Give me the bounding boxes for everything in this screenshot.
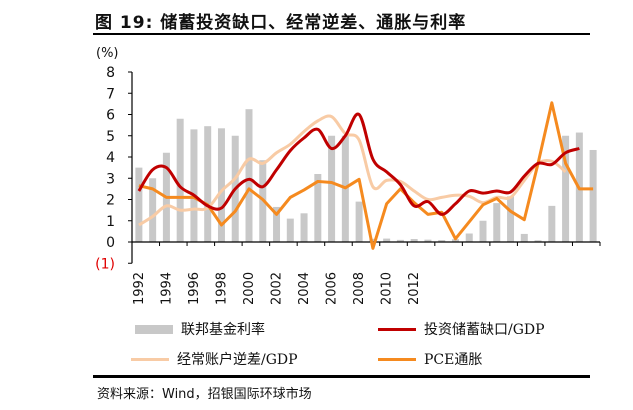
bar [396, 239, 404, 242]
bar [465, 233, 473, 242]
bar [410, 239, 418, 242]
legend-swatch [131, 357, 169, 361]
bar [451, 239, 459, 242]
bar [314, 174, 322, 242]
legend-label: PCE通胀 [424, 352, 483, 368]
bar [534, 240, 542, 242]
legend-label: 经常账户逆差/GDP [177, 352, 298, 368]
line-series-2 [138, 114, 567, 227]
source-note: 资料来源：Wind，招银国际环球市场 [97, 387, 312, 402]
bar [369, 238, 377, 242]
x-tick-label: 2000 [242, 272, 257, 305]
bar [190, 129, 198, 242]
x-tick-label: 2010 [380, 272, 395, 305]
bar [204, 126, 212, 242]
line-series-3 [138, 101, 594, 250]
x-tick-label: 1994 [159, 272, 174, 305]
bar [562, 135, 570, 242]
bar [589, 149, 597, 242]
y-tick-label: (1) [95, 256, 115, 272]
bar [217, 128, 225, 242]
bar [245, 109, 253, 242]
bar [438, 240, 446, 242]
bar [520, 233, 528, 242]
y-tick-label: 5 [106, 129, 115, 145]
bar [507, 196, 515, 242]
title-rule [93, 33, 590, 35]
legend-label: 投资储蓄缺口/GDP [424, 322, 545, 338]
source-rule [93, 375, 590, 378]
chart-title: 图 19: 储蓄投资缺口、经常逆差、通胀与利率 [95, 13, 467, 33]
y-tick-label: 8 [106, 65, 115, 81]
y-tick-label: 0 [106, 235, 115, 251]
bar [300, 213, 308, 242]
x-tick-label: 1998 [214, 272, 229, 305]
x-tick-label: 2012 [407, 272, 422, 305]
x-tick-label: 2008 [352, 272, 367, 305]
bar [355, 201, 363, 242]
bar [273, 206, 281, 242]
bar [286, 218, 294, 242]
legend-swatch [378, 357, 416, 361]
x-tick-label: 1992 [132, 272, 147, 305]
y-tick-label: 7 [106, 86, 115, 102]
legend-swatch [135, 324, 173, 334]
legend-item-ca-deficit: 经常账户逆差/GDP [131, 349, 298, 369]
bar [424, 239, 432, 242]
x-tick-label: 2002 [270, 272, 285, 305]
y-tick-label: 3 [106, 171, 115, 187]
x-tick-label: 2006 [325, 272, 340, 305]
bar [548, 205, 556, 242]
y-tick-label: 4 [106, 150, 115, 166]
line-series-1 [137, 112, 580, 216]
bar [135, 167, 143, 242]
bar [328, 135, 336, 242]
legend-label: 联邦基金利率 [181, 322, 265, 338]
x-tick-label: 1996 [187, 272, 202, 305]
bar [383, 238, 391, 242]
bar [493, 203, 501, 242]
legend-item-fed-rate: 联邦基金利率 [135, 319, 265, 339]
y-tick-label: 6 [106, 108, 115, 124]
y-tick-label: 2 [106, 193, 115, 209]
bar [176, 118, 184, 242]
bar [479, 220, 487, 242]
legend-item-pce: PCE通胀 [378, 349, 482, 369]
x-tick-label: 2004 [297, 272, 312, 305]
bar [149, 178, 157, 242]
y-tick-label: 1 [106, 214, 115, 230]
legend-swatch [378, 327, 416, 331]
legend-item-gap: 投资储蓄缺口/GDP [378, 319, 545, 339]
y-axis-label: (%) [96, 46, 119, 61]
